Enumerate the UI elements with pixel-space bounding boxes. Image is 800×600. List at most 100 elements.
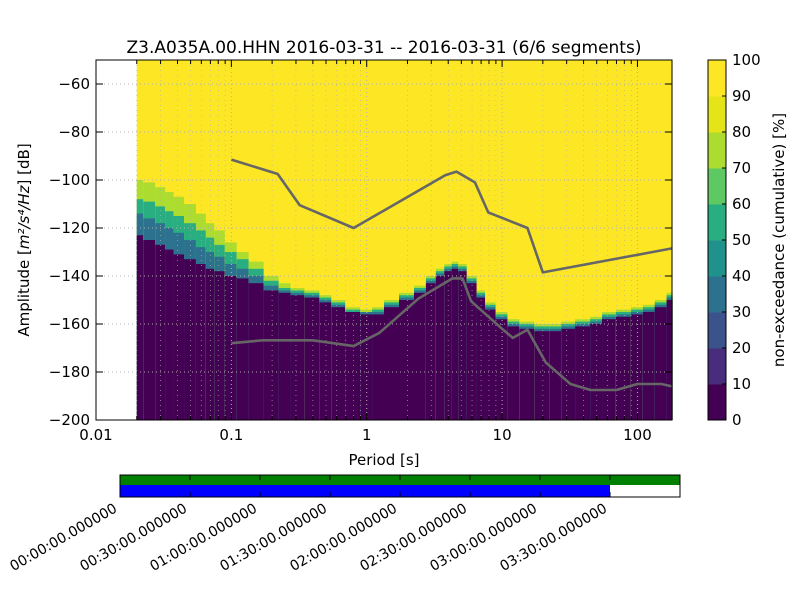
heatmap-cell-level_5 [165,249,175,420]
heatmap-cell-level_5 [466,283,478,420]
heatmap-cell-level_5 [654,307,668,420]
y-tick-label: −60 [58,75,90,93]
colorbar-tick-label: 100 [732,51,761,69]
heatmap-cell-level_5 [143,240,156,420]
y-tick-label: −200 [49,411,90,429]
y-tick-label: −120 [49,219,90,237]
heatmap-cell-level_5 [184,259,197,420]
x-axis: 0.01 0.1 1 10 100 [79,60,652,444]
heatmap-cell-level_5 [451,268,459,420]
colorbar-tick-label: 60 [732,195,751,213]
chart-title: Z3.A035A.00.HHN 2016-03-31 -- 2016-03-31… [127,38,642,58]
heatmap-cell-level_5 [236,278,250,420]
heatmap-cell-level_5 [435,276,445,420]
heatmap-cell-level_5 [214,271,226,420]
segment-timeline: 00:00:00.00000000:30:00.00000001:00:00.0… [7,474,681,575]
heatmap-cell-level_5 [549,331,562,420]
x-tick-label: 1 [362,426,372,444]
noise-models [230,158,673,392]
colorbar-tick-label: 40 [732,267,751,285]
heatmap-cell-level_5 [331,307,346,420]
x-axis-label: Period [s] [348,451,419,469]
noise-model-line-2 [231,277,673,392]
colorbar-segment [708,276,726,313]
heatmap-cell-level_5 [602,319,617,420]
heatmap-cell-level_5 [575,326,591,420]
colorbar-tick-label: 20 [732,339,751,357]
colorbar-segment [708,348,726,385]
y-axis-label-start: Amplitude [ [15,249,33,337]
heatmap-column-top [451,60,459,420]
colorbar-tick-label: 70 [732,159,751,177]
heatmap-cell-level_5 [263,290,280,420]
timeline-data-bar [120,485,610,497]
colorbar: 0 10 20 30 40 50 60 70 80 90 100 [707,51,761,429]
heatmap-cell-level_5 [519,328,535,420]
colorbar-segment [708,132,726,169]
heatmap-cell-level_5 [485,309,497,420]
heatmap-column-top [485,60,497,420]
heatmap-cell-level_5 [476,297,486,420]
heatmap-cell-level_5 [372,314,385,420]
heatmap-cell-level_5 [615,316,632,420]
heatmap-cell-level_5 [666,300,673,420]
colorbar-segment [708,384,726,421]
heatmap-cell-level_5 [399,300,415,420]
heatmap-cell-level_5 [278,292,292,420]
y-tick-label: −160 [49,315,90,333]
heatmap-cell-level_5 [507,326,520,420]
colorbar-segment [708,60,726,97]
plot-frame [95,59,673,421]
heatmap-cell-level_5 [414,292,427,420]
colorbar-tick-label: 0 [732,411,742,429]
noise-model-line-1 [230,158,673,274]
heatmap-cell-level_5 [290,295,306,420]
heatmap-cell-level_5 [304,297,321,420]
colorbar-tick-label: 30 [732,303,751,321]
heatmap-cell-level_5 [205,268,215,420]
heatmap-cell-level_5 [561,328,576,420]
colorbar-tick-label: 90 [732,87,751,105]
y-tick-label: −80 [58,123,90,141]
colorbar-segment [708,240,726,277]
y-axis-label-units: m²/s⁴/Hz [15,184,33,249]
heatmap-column-top [666,60,673,420]
ppsd-heatmap [136,60,673,420]
x-tick-label: 0.01 [79,426,112,444]
y-axis-label-end: ] [dB] [15,143,33,185]
colorbar-segment [708,204,726,241]
y-axis-label: Amplitude [m²/s⁴/Hz] [dB] [15,143,33,336]
heatmap-cell-level_5 [173,254,185,420]
x-tick-label: 10 [493,426,512,444]
colorbar-tick-label: 80 [732,123,751,141]
heatmap-cell-level_5 [136,235,144,420]
heatmap-column-top [458,60,468,420]
colorbar-segment [708,312,726,349]
y-tick-label: −140 [49,267,90,285]
x-tick-label: 0.1 [219,426,243,444]
heatmap-cell-level_5 [425,283,437,420]
y-tick-label: −100 [49,171,90,189]
heatmap-cell-level_5 [642,312,656,420]
colorbar-tick-label: 50 [732,231,751,249]
heatmap-column-top [435,60,445,420]
heatmap-cell-level_5 [195,264,207,420]
x-tick-label: 100 [623,426,652,444]
colorbar-segment [708,96,726,133]
heatmap-cell-level_5 [630,314,644,420]
heatmap-cell-level_5 [458,271,468,420]
heatmap-cell-level_5 [384,307,400,420]
ppsd-plot: 0.01 0.1 1 10 100 −60 −80 −100 −120 −140 −160 −180… [49,59,673,444]
heatmap-cell-level_5 [345,312,361,420]
heatmap-cell-level_5 [534,331,550,420]
heatmap-cell-level_5 [495,319,509,420]
colorbar-segment [708,168,726,205]
heatmap-cell-level_5 [155,244,166,420]
colorbar-label: non-exceedance (cumulative) [%] [770,113,788,367]
y-tick-label: −180 [49,363,90,381]
heatmap-cell-level_5 [248,283,265,420]
y-axis: −60 −80 −100 −120 −140 −160 −180 −200 [49,75,672,429]
colorbar-tick-label: 10 [732,375,751,393]
heatmap-cell-level_5 [319,302,332,420]
